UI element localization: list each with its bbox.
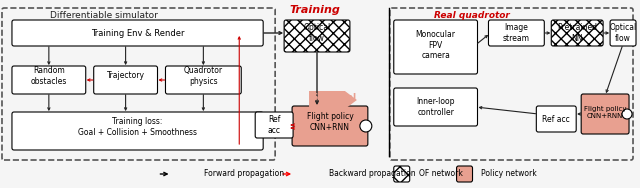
FancyBboxPatch shape bbox=[551, 20, 603, 46]
FancyBboxPatch shape bbox=[581, 94, 629, 134]
Text: Image
stream: Image stream bbox=[503, 23, 530, 43]
Text: Policy network: Policy network bbox=[481, 170, 537, 178]
Text: Optical
flow: Optical flow bbox=[609, 23, 637, 43]
FancyBboxPatch shape bbox=[12, 66, 86, 94]
Text: Quadrotor
physics: Quadrotor physics bbox=[184, 66, 223, 86]
FancyBboxPatch shape bbox=[284, 20, 350, 52]
Text: Flight policy
CNN+RNN: Flight policy CNN+RNN bbox=[307, 112, 353, 132]
FancyBboxPatch shape bbox=[93, 66, 157, 94]
FancyBboxPatch shape bbox=[12, 112, 263, 150]
Circle shape bbox=[622, 109, 632, 119]
Text: Trajectory: Trajectory bbox=[107, 71, 145, 80]
FancyBboxPatch shape bbox=[166, 66, 241, 94]
Text: Real quadrotor: Real quadrotor bbox=[434, 11, 509, 20]
Text: Ref acc: Ref acc bbox=[542, 114, 570, 124]
FancyBboxPatch shape bbox=[610, 20, 636, 46]
Text: Sim2real: Sim2real bbox=[312, 92, 356, 102]
Text: Training loss:
Goal + Collision + Smoothness: Training loss: Goal + Collision + Smooth… bbox=[78, 117, 197, 137]
FancyBboxPatch shape bbox=[394, 166, 410, 182]
Text: Optical
flow: Optical flow bbox=[303, 23, 331, 43]
Text: Training: Training bbox=[289, 5, 340, 15]
Text: Forward propagation: Forward propagation bbox=[204, 170, 285, 178]
FancyBboxPatch shape bbox=[292, 106, 368, 146]
FancyBboxPatch shape bbox=[394, 88, 477, 126]
Text: Backward propagation: Backward propagation bbox=[329, 170, 415, 178]
Text: Monocular
FPV
camera: Monocular FPV camera bbox=[415, 30, 456, 60]
Text: Training Env & Render: Training Env & Render bbox=[91, 29, 184, 37]
Text: Inner-loop
controller: Inner-loop controller bbox=[417, 97, 455, 117]
FancyBboxPatch shape bbox=[456, 166, 472, 182]
FancyBboxPatch shape bbox=[536, 106, 576, 132]
Text: Random
obstacles: Random obstacles bbox=[31, 66, 67, 86]
Circle shape bbox=[360, 120, 372, 132]
Text: Differentiable simulator: Differentiable simulator bbox=[50, 11, 157, 20]
Text: Flight policy
CNN+RNN: Flight policy CNN+RNN bbox=[584, 105, 627, 118]
Text: Pretrained
NN: Pretrained NN bbox=[557, 23, 597, 43]
Text: OF network: OF network bbox=[419, 170, 463, 178]
FancyBboxPatch shape bbox=[394, 20, 477, 74]
FancyBboxPatch shape bbox=[255, 112, 293, 138]
FancyBboxPatch shape bbox=[12, 20, 263, 46]
FancyBboxPatch shape bbox=[488, 20, 544, 46]
FancyArrow shape bbox=[309, 91, 357, 109]
Text: Ref
acc: Ref acc bbox=[268, 115, 281, 135]
